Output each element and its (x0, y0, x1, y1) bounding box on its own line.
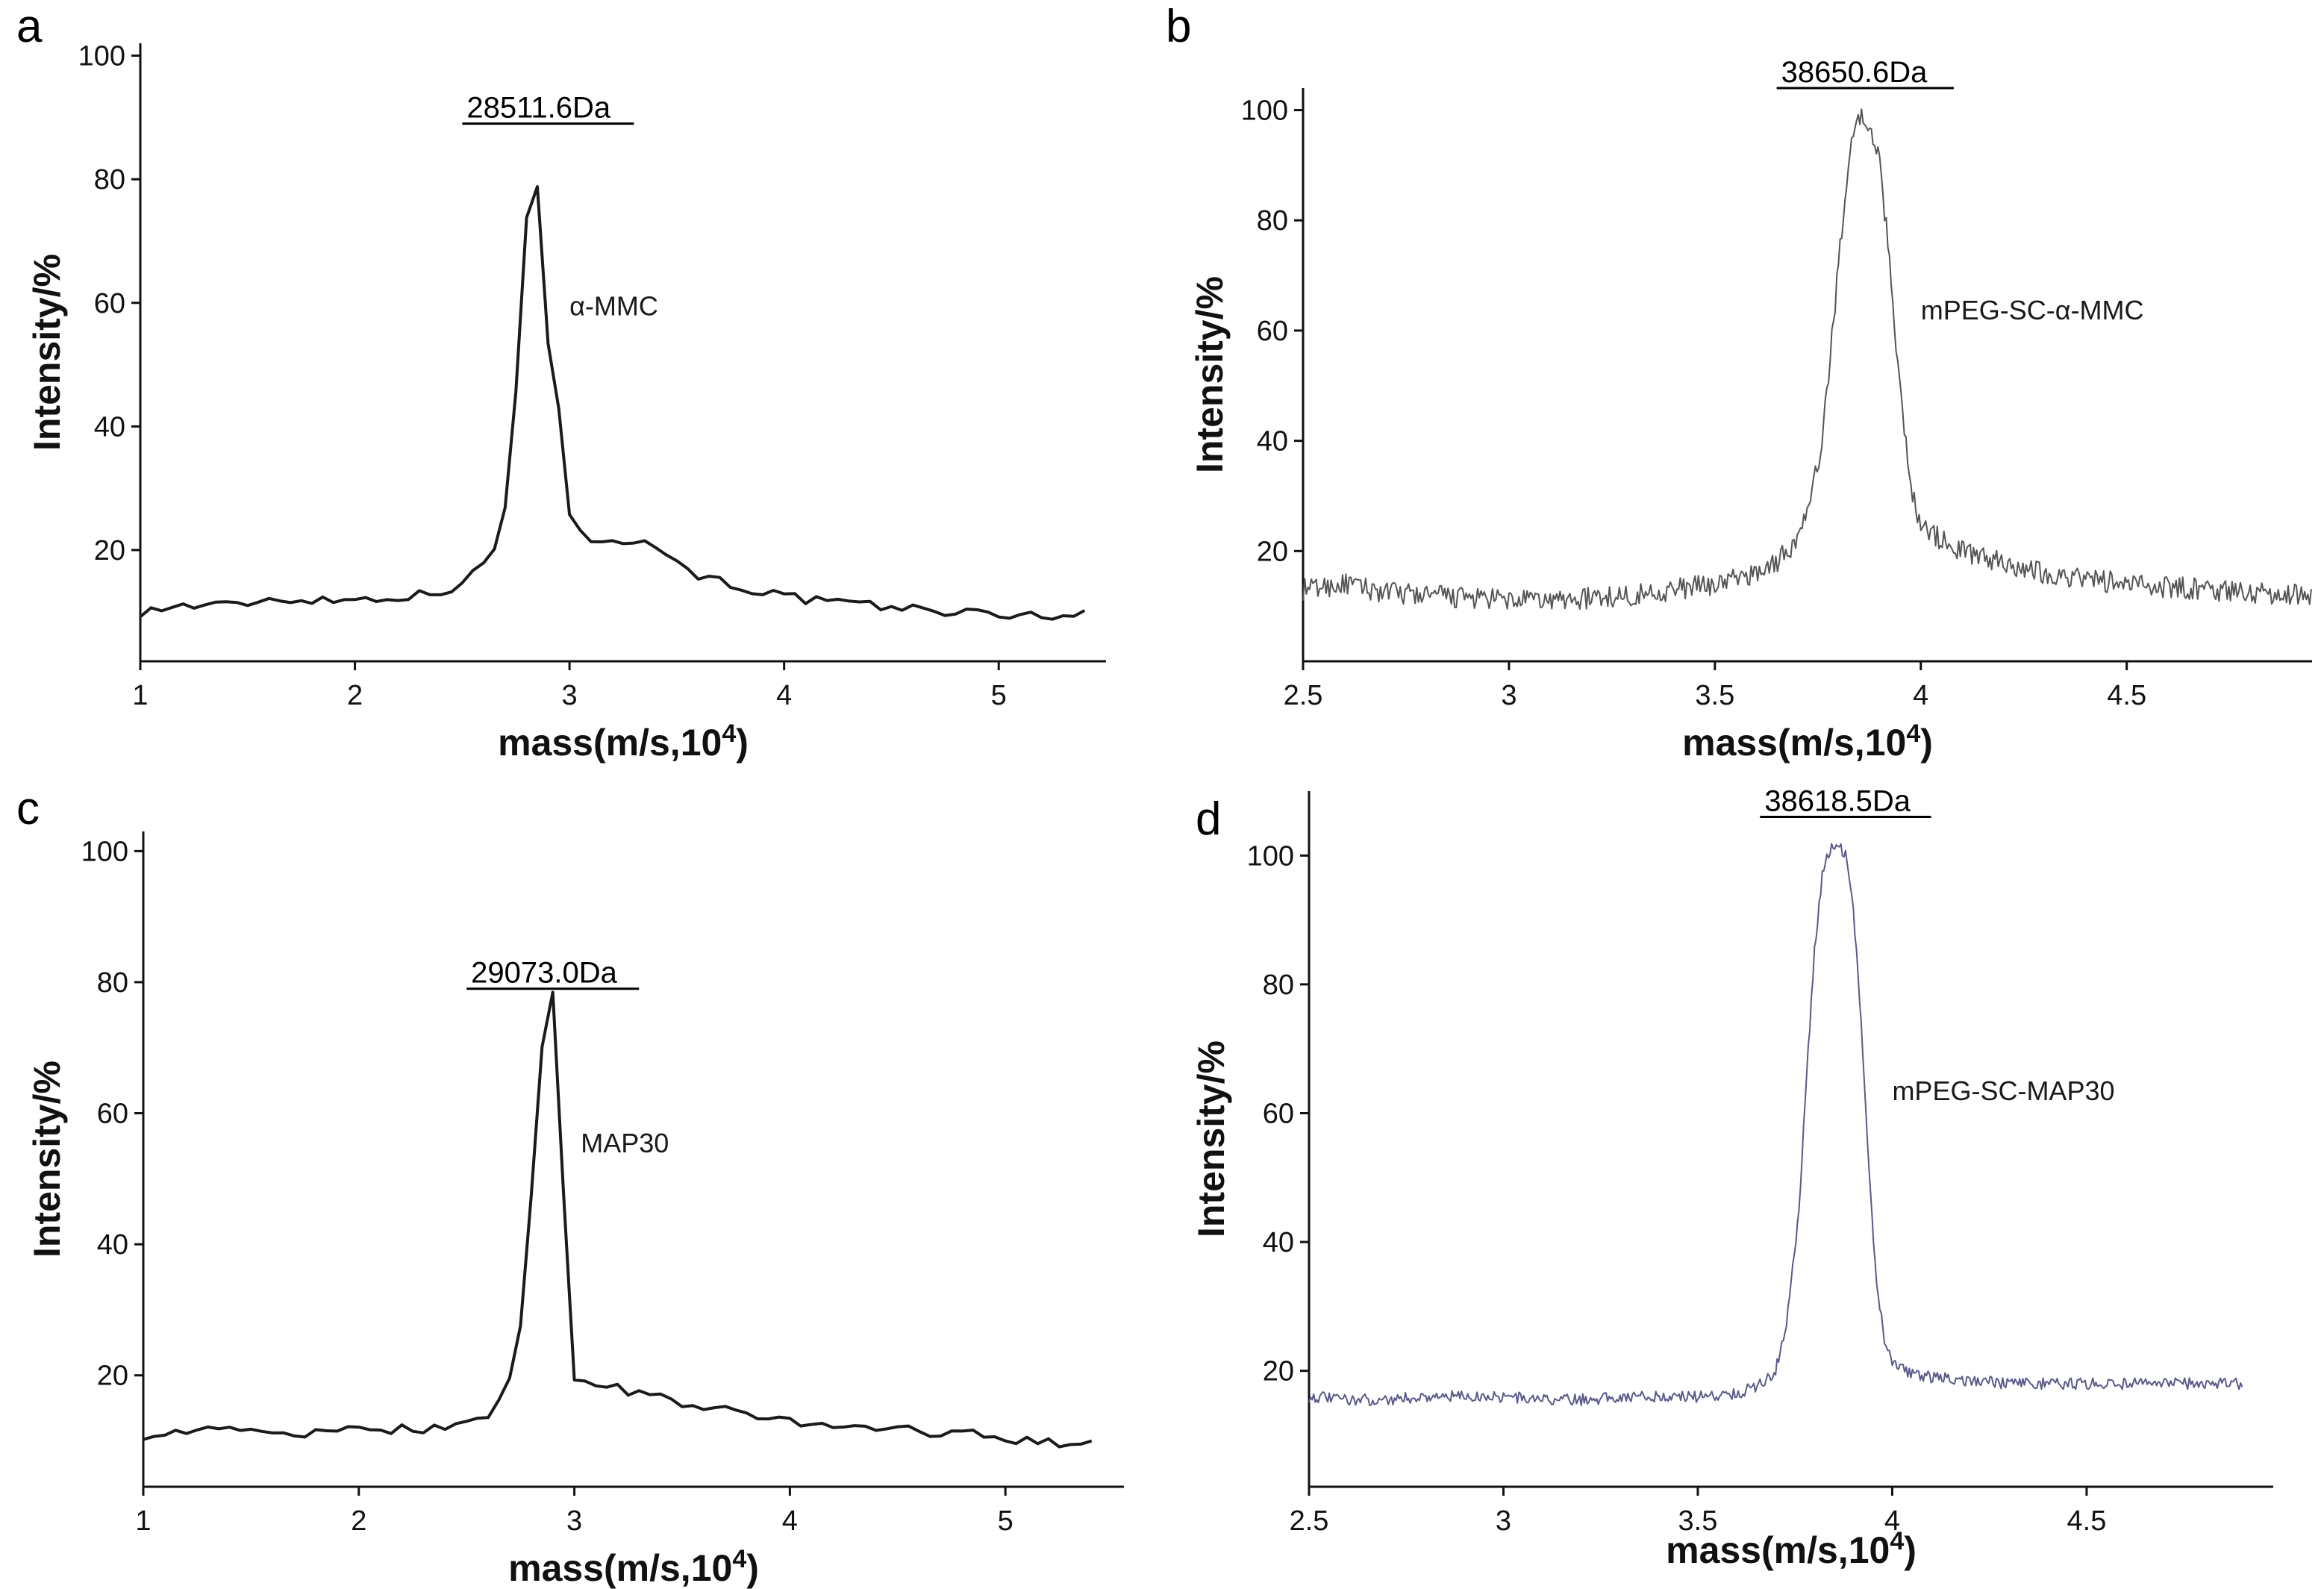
x-axis-title-main: mass(m/s,10 (1682, 722, 1906, 764)
x-axis-title-main: mass(m/s,10 (508, 1547, 732, 1589)
y-tick-label: 60 (1257, 316, 1288, 347)
x-tick-label: 5 (998, 1505, 1013, 1537)
x-tick-label: 5 (991, 680, 1007, 711)
y-tick-label: 80 (1263, 970, 1294, 1001)
y-tick-label: 80 (97, 967, 128, 999)
y-tick-label: 40 (1257, 426, 1288, 458)
series-line (1308, 843, 2243, 1406)
x-axis-title-exponent: 4 (1906, 719, 1920, 748)
x-axis-title: mass(m/s,104) (1682, 719, 1933, 764)
panel-letter: a (16, 1, 43, 52)
x-tick-label: 4 (776, 680, 792, 711)
y-tick-label: 80 (1257, 205, 1288, 237)
x-axis-title: mass(m/s,104) (1666, 1527, 1917, 1571)
x-axis-title-main: mass(m/s,10 (498, 722, 722, 764)
panel-letter: b (1166, 1, 1191, 52)
y-tick-label: 60 (97, 1099, 128, 1130)
x-axis-title: mass(m/s,104) (508, 1545, 759, 1589)
panel-d: d 20 40 60 80 100 2.5 3 3.5 4 4.5 mass(m/s,104) Inte… (1190, 785, 2273, 1571)
y-tick-label: 20 (94, 535, 125, 566)
x-axis-title-exponent: 4 (1890, 1527, 1904, 1555)
y-tick-label: 100 (78, 41, 125, 72)
x-axis-title-close: ) (1904, 1529, 1917, 1571)
y-axis-title: Intensity/% (26, 254, 68, 451)
panel-letter: c (16, 783, 40, 834)
x-axis-title-exponent: 4 (722, 719, 736, 748)
x-tick-label: 1 (135, 1505, 151, 1537)
panel-letter: d (1196, 793, 1221, 845)
y-axis-title: Intensity/% (1190, 1040, 1232, 1237)
x-tick-label: 1 (132, 680, 148, 711)
series-line (143, 990, 1093, 1449)
y-axis-title: Intensity/% (1189, 276, 1231, 473)
x-tick-label: 2 (351, 1505, 366, 1537)
series-line (139, 185, 1086, 621)
peak-label: 29073.0Da (471, 957, 617, 990)
x-axis-title-close: ) (746, 1547, 759, 1589)
x-tick-label: 3 (1496, 1505, 1511, 1537)
y-tick-label: 100 (81, 836, 128, 867)
x-tick-label: 4 (1913, 680, 1928, 711)
y-tick-label: 100 (1241, 96, 1288, 127)
y-axis-title: Intensity/% (26, 1061, 68, 1258)
x-tick-label: 3 (562, 680, 578, 711)
peak-label: 38618.5Da (1764, 785, 1911, 818)
series-annotation: MAP30 (581, 1128, 669, 1158)
x-tick-label: 4 (782, 1505, 798, 1537)
y-tick-label: 100 (1247, 840, 1294, 872)
x-tick-label: 4 (1884, 1505, 1900, 1537)
x-tick-label: 3 (1501, 680, 1516, 711)
x-tick-label: 3.5 (1695, 680, 1734, 711)
x-axis-title-close: ) (1920, 722, 1933, 764)
x-tick-label: 3.5 (1678, 1505, 1718, 1537)
y-tick-label: 60 (94, 288, 125, 319)
x-tick-label: 2.5 (1290, 1505, 1329, 1537)
y-tick-label: 20 (1257, 536, 1288, 567)
peak-label: 28511.6Da (466, 92, 611, 125)
series-annotation: α-MMC (569, 290, 658, 321)
series-line (1302, 108, 2312, 611)
series-annotation: mPEG-SC-α-MMC (1921, 295, 2144, 325)
peak-label: 38650.6Da (1781, 56, 1928, 89)
y-tick-label: 40 (97, 1229, 128, 1261)
y-tick-label: 60 (1263, 1098, 1294, 1129)
x-tick-label: 2 (347, 680, 363, 711)
x-axis-title-close: ) (736, 722, 749, 764)
x-axis-title: mass(m/s,104) (498, 719, 749, 764)
y-tick-label: 20 (1263, 1356, 1294, 1387)
x-tick-label: 4.5 (2067, 1505, 2107, 1537)
y-tick-label: 40 (94, 411, 125, 443)
panel-b: b 20 40 60 80 100 2.5 3 3.5 4 4.5 mass(m/s,104) Inte… (1166, 1, 2312, 764)
x-tick-label: 2.5 (1284, 680, 1323, 711)
x-axis-title-exponent: 4 (732, 1545, 746, 1573)
x-tick-label: 4.5 (2107, 680, 2146, 711)
x-tick-label: 3 (566, 1505, 582, 1537)
series-annotation: mPEG-SC-MAP30 (1892, 1076, 2114, 1106)
y-tick-label: 80 (94, 164, 125, 196)
x-axis-title-main: mass(m/s,10 (1666, 1529, 1890, 1571)
y-tick-label: 20 (97, 1361, 128, 1392)
y-tick-label: 40 (1263, 1227, 1294, 1258)
